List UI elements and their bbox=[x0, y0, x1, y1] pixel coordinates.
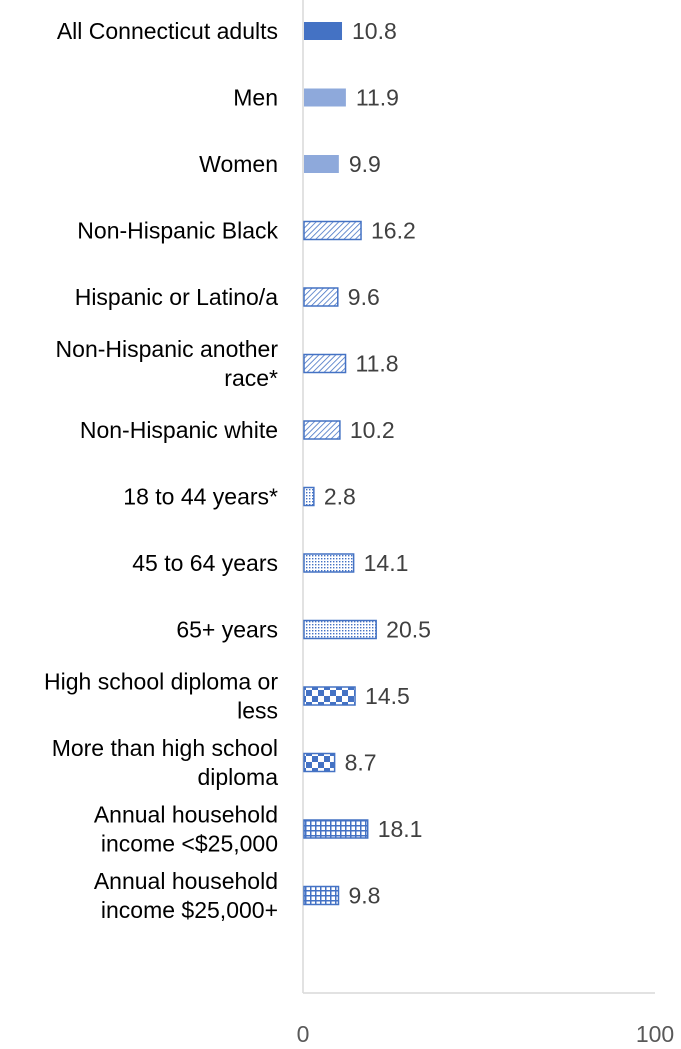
bar bbox=[304, 22, 343, 40]
bar bbox=[303, 220, 362, 241]
bar bbox=[303, 819, 369, 839]
category-label: Hispanic or Latino/a bbox=[75, 284, 278, 310]
bar bbox=[303, 885, 340, 906]
bar bbox=[303, 752, 336, 773]
bar bbox=[304, 155, 339, 173]
data-label: 10.2 bbox=[350, 417, 395, 443]
category-label: High school diploma or less bbox=[44, 669, 278, 724]
category-label: 45 to 64 years bbox=[132, 550, 278, 576]
data-label: 9.9 bbox=[349, 151, 381, 177]
bar bbox=[303, 486, 315, 507]
category-label: Non-Hispanic another race* bbox=[56, 336, 279, 391]
bar bbox=[303, 353, 347, 374]
data-label: 9.6 bbox=[348, 284, 380, 310]
data-label: 8.7 bbox=[345, 750, 377, 776]
category-label: Annual household income <$25,000 bbox=[94, 802, 278, 857]
data-label: 9.8 bbox=[348, 883, 380, 909]
category-label: Men bbox=[233, 85, 278, 111]
bar bbox=[303, 420, 341, 440]
data-label: 16.2 bbox=[371, 218, 416, 244]
labels-layer: 0 100 10.8 All Connecticut adults 11.9 Men 9.9… bbox=[44, 18, 674, 1047]
data-label: 20.5 bbox=[386, 617, 431, 643]
bar bbox=[304, 88, 346, 107]
bar bbox=[303, 553, 355, 573]
category-label: Annual household income $25,000+ bbox=[94, 868, 278, 923]
category-label: Non-Hispanic white bbox=[80, 417, 278, 443]
data-label: 18.1 bbox=[378, 816, 423, 842]
data-label: 14.5 bbox=[365, 683, 410, 709]
category-label: More than high school diploma bbox=[52, 735, 279, 790]
data-label: 14.1 bbox=[364, 550, 409, 576]
category-label: Women bbox=[199, 151, 278, 177]
x-tick-label: 0 bbox=[297, 1021, 310, 1047]
data-label: 11.8 bbox=[356, 351, 399, 377]
data-label: 2.8 bbox=[324, 484, 356, 510]
bar bbox=[303, 287, 339, 307]
bar bbox=[303, 619, 377, 640]
bars-layer bbox=[303, 22, 377, 906]
category-label: 65+ years bbox=[176, 617, 278, 643]
axis-layer bbox=[302, 0, 655, 994]
category-label: All Connecticut adults bbox=[57, 18, 278, 44]
category-label: Non-Hispanic Black bbox=[77, 218, 278, 244]
data-label: 11.9 bbox=[356, 85, 399, 111]
category-label: 18 to 44 years* bbox=[123, 484, 278, 510]
x-tick-label: 100 bbox=[636, 1021, 674, 1047]
data-label: 10.8 bbox=[352, 18, 397, 44]
bar bbox=[303, 686, 356, 706]
